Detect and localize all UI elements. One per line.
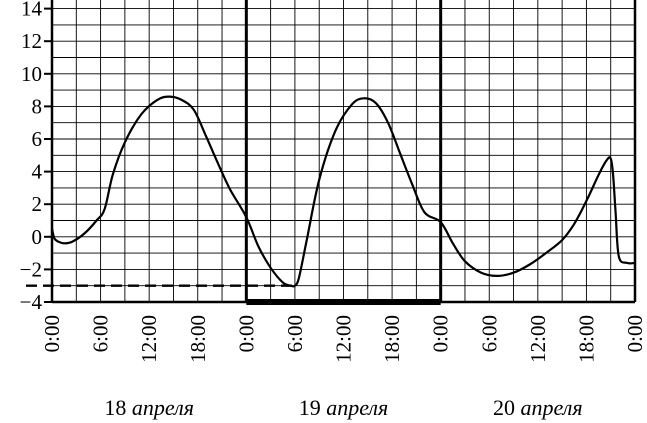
y-tick-label: 12 xyxy=(21,29,42,53)
y-tick-label: −2 xyxy=(20,257,42,281)
y-tick-label: 10 xyxy=(21,62,42,86)
x-tick-label: 0:00 xyxy=(234,315,258,352)
day-label: 20 апреля xyxy=(493,395,583,420)
y-tick-label: 0 xyxy=(32,225,43,249)
x-tick-label: 12:00 xyxy=(526,315,550,363)
day-label: 19 апреля xyxy=(299,395,389,420)
x-tick-label: 6:00 xyxy=(283,315,307,352)
x-tick-label: 12:00 xyxy=(332,315,356,363)
y-tick-label: 6 xyxy=(32,127,43,151)
x-tick-label: 18:00 xyxy=(186,315,210,363)
grid xyxy=(52,0,635,302)
series-line-0 xyxy=(50,95,636,288)
series-layer xyxy=(50,95,636,288)
x-tick-label: 6:00 xyxy=(89,315,113,352)
x-tick-label: 18:00 xyxy=(574,315,598,363)
x-tick-label: 6:00 xyxy=(477,315,501,352)
y-tick-label: 4 xyxy=(32,160,43,184)
y-tick-label: 8 xyxy=(32,94,43,118)
x-tick-label: 0:00 xyxy=(429,315,453,352)
x-tick-label: 18:00 xyxy=(380,315,404,363)
day-label: 18 апреля xyxy=(104,395,194,420)
x-tick-label: 12:00 xyxy=(137,315,161,363)
y-tick-label: 14 xyxy=(21,0,43,21)
axes xyxy=(44,0,637,304)
x-tick-label: 0:00 xyxy=(40,315,64,352)
x-tick-label: 0:00 xyxy=(623,315,647,352)
y-tick-label: −4 xyxy=(20,290,43,314)
y-tick-label: 2 xyxy=(32,192,43,216)
